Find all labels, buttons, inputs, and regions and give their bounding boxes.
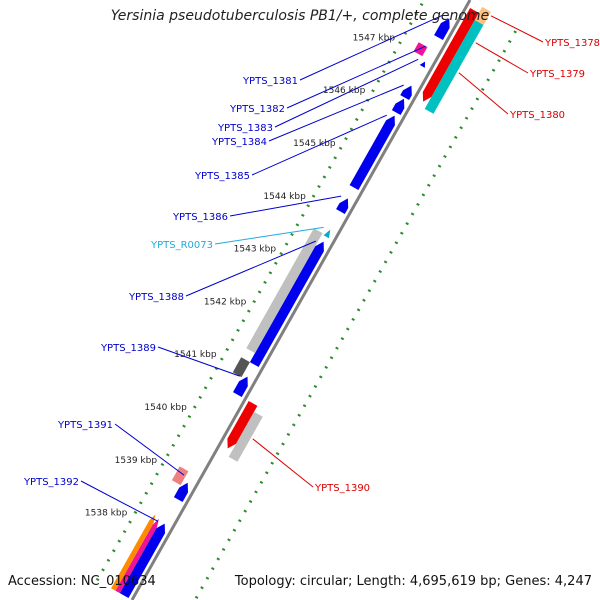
gene-arrow-1392 <box>119 523 165 598</box>
leader-line <box>274 58 419 128</box>
gene-arrow-1383 <box>419 61 425 68</box>
leader-line <box>251 114 387 176</box>
gene-label-left: YPTS_1386 <box>172 212 228 223</box>
genome-backbone <box>130 0 472 600</box>
gene-label-left: YPTS_1382 <box>229 104 285 115</box>
gene-arrow-1381 <box>434 18 450 40</box>
kbp-label: 1545 kbp <box>293 139 336 149</box>
leader-line <box>214 226 324 245</box>
leader-line <box>185 240 316 297</box>
right-tick-track <box>193 26 520 600</box>
accession-text: Accession: NC_010634 <box>8 574 156 589</box>
gene-label-left: YPTS_1388 <box>128 292 184 303</box>
genome-title: Yersinia pseudotuberculosis PB1/+, compl… <box>110 8 490 24</box>
kbp-label: 1547 kbp <box>353 33 396 43</box>
gene-label-left: YPTS_1392 <box>23 477 79 488</box>
gene-bar-orange <box>111 514 156 591</box>
kbp-label: 1543 kbp <box>234 245 277 255</box>
kbp-label: 1541 kbp <box>174 350 217 360</box>
kbp-label: 1544 kbp <box>263 192 306 202</box>
kbp-label: 1539 kbp <box>115 456 158 466</box>
pseudo-1390 <box>228 411 263 462</box>
gene-arrow-1385 <box>349 115 395 190</box>
gene-arrow-1384a <box>391 98 405 115</box>
kbp-label: 1542 kbp <box>204 297 247 307</box>
leader-line <box>80 480 159 522</box>
gene-label-left: YPTS_1385 <box>194 171 250 182</box>
leader-line <box>458 72 509 115</box>
leader-line <box>157 346 240 377</box>
gene-arrow-1380 <box>424 15 486 114</box>
gene-label-left: YPTS_1383 <box>217 123 273 134</box>
gene-arrow-1390 <box>227 401 258 449</box>
gene-label-left: YPTS_1381 <box>242 76 298 87</box>
gene-arrow-1389a <box>233 376 248 397</box>
topology-text: Topology: circular; Length: 4,695,619 bp… <box>234 574 592 589</box>
gene-label-left: YPTS_1384 <box>211 137 267 148</box>
left-tick-track <box>95 0 426 582</box>
gene-box-1389 <box>232 357 250 378</box>
rna-R0073 <box>323 229 331 239</box>
gene-arrow-1388 <box>249 241 324 367</box>
leader-line <box>475 42 529 74</box>
leader-line <box>229 195 342 217</box>
leader-line <box>286 45 426 109</box>
kbp-label: 1546 kbp <box>323 86 366 96</box>
gene-arrow-1384b <box>400 85 412 100</box>
leader-line <box>252 438 314 488</box>
gene-box-1378 <box>474 6 491 26</box>
gene-arrow-1386 <box>336 198 349 214</box>
gene-box-1382 <box>413 42 428 57</box>
gene-bar-pink <box>115 518 159 594</box>
leader-line <box>114 423 185 476</box>
gene-label-right: YPTS_1390 <box>314 483 370 494</box>
kbp-label: 1538 kbp <box>85 509 128 519</box>
leader-line <box>268 84 404 142</box>
gene-box-1391 <box>171 466 189 486</box>
gene-label-left: YPTS_1389 <box>100 343 156 354</box>
kbp-label: 1540 kbp <box>144 403 187 413</box>
pseudo-1388 <box>246 228 323 354</box>
gene-label-right: YPTS_1379 <box>529 69 585 80</box>
gene-label-right: YPTS_1378 <box>544 38 600 49</box>
gene-arrow-1379 <box>422 8 479 102</box>
gene-label-left: YPTS_R0073 <box>150 240 213 251</box>
gene-label-left: YPTS_1391 <box>57 420 113 431</box>
leader-line <box>299 14 444 81</box>
gene-arrow-1391 <box>173 482 188 502</box>
gene-label-right: YPTS_1380 <box>509 110 565 121</box>
leader-line <box>490 15 544 43</box>
